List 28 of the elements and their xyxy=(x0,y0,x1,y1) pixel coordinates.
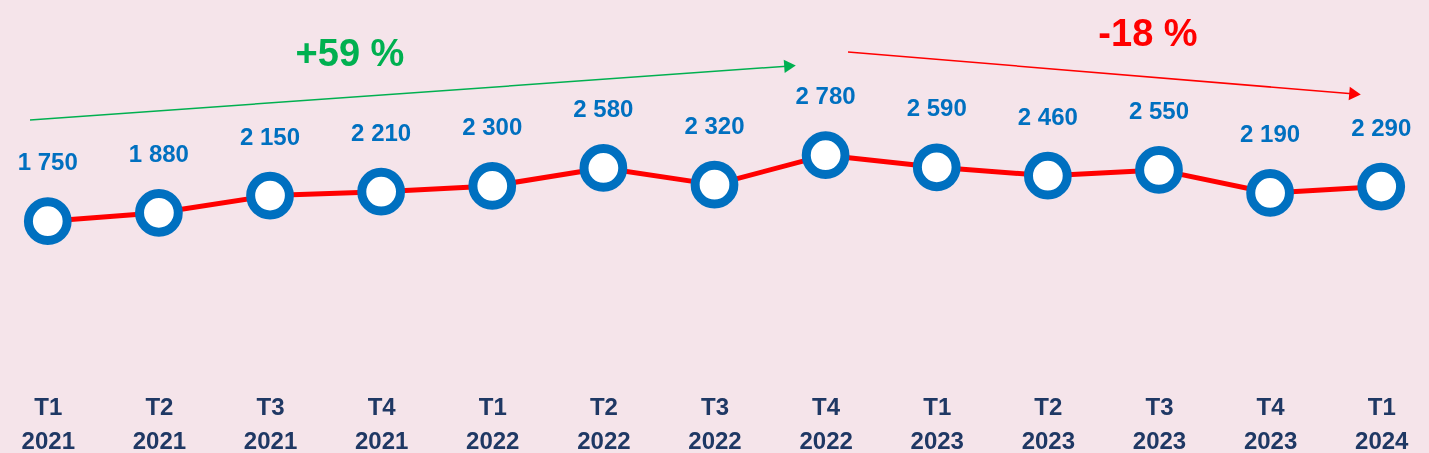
x-tick-label: T2 2023 xyxy=(1021,392,1076,453)
data-label: 2 300 xyxy=(462,112,523,140)
x-tick-label: T4 2022 xyxy=(799,392,853,453)
x-tick-label: T1 2024 xyxy=(1355,392,1410,453)
x-tick-label: T1 2023 xyxy=(910,392,964,453)
data-label: 2 780 xyxy=(795,82,856,110)
data-label: 2 550 xyxy=(1128,96,1190,124)
x-tick-label: T1 2022 xyxy=(466,392,520,453)
x-tick-label: T4 2023 xyxy=(1243,392,1298,453)
x-tick-label: T4 2021 xyxy=(354,392,409,453)
text: -18 % xyxy=(1098,12,1198,54)
x-tick-label: T3 2023 xyxy=(1132,392,1187,453)
x-tick-label: T3 2022 xyxy=(688,392,742,453)
data-label: 2 190 xyxy=(1240,119,1301,147)
data-label: 2 150 xyxy=(239,122,301,150)
text: +59 % xyxy=(295,32,405,74)
data-label: 2 590 xyxy=(906,94,967,122)
data-label: 2 580 xyxy=(573,94,634,122)
data-label: 1 750 xyxy=(17,148,78,176)
x-tick-label: T3 2021 xyxy=(243,392,298,453)
data-label: 1 880 xyxy=(128,139,189,167)
data-label: 2 290 xyxy=(1351,113,1412,141)
x-tick-label: T1 2021 xyxy=(21,392,75,453)
x-tick-label: T2 2021 xyxy=(132,392,187,453)
data-label: 2 460 xyxy=(1017,102,1078,130)
data-label: 2 210 xyxy=(351,118,412,146)
data-label: 2 320 xyxy=(684,111,745,139)
x-tick-label: T2 2022 xyxy=(577,392,631,453)
